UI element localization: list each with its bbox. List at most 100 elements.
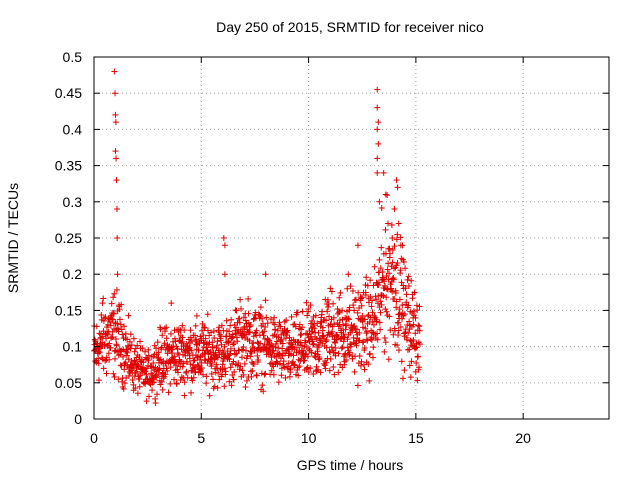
- data-point: [162, 371, 169, 378]
- data-point: [354, 242, 361, 249]
- data-point: [402, 285, 409, 292]
- data-point: [315, 329, 322, 336]
- y-tick-label: 0.25: [55, 230, 82, 246]
- data-point: [261, 371, 268, 378]
- data-point: [336, 317, 343, 324]
- data-point: [257, 340, 264, 347]
- data-point: [394, 184, 401, 191]
- data-point: [226, 378, 233, 385]
- data-point: [128, 341, 135, 348]
- data-point: [351, 322, 358, 329]
- data-point: [331, 321, 338, 328]
- data-point: [342, 350, 349, 357]
- data-point: [290, 352, 297, 359]
- data-point: [199, 327, 206, 334]
- data-point: [157, 381, 164, 388]
- data-point: [389, 259, 396, 266]
- data-point: [378, 292, 385, 299]
- data-point: [367, 293, 374, 300]
- data-point: [208, 371, 215, 378]
- data-point: [401, 311, 408, 318]
- data-point: [107, 322, 114, 329]
- data-point: [305, 368, 312, 375]
- y-tick-label: 0.45: [55, 85, 82, 101]
- data-point: [315, 344, 322, 351]
- data-point: [234, 338, 241, 345]
- data-point: [328, 344, 335, 351]
- data-point: [272, 326, 279, 333]
- data-point: [358, 302, 365, 309]
- data-point: [404, 276, 411, 283]
- data-point: [237, 296, 244, 303]
- y-tick-label: 0.1: [63, 339, 83, 355]
- data-point: [307, 365, 314, 372]
- data-point: [249, 367, 256, 374]
- data-point: [281, 364, 288, 371]
- data-point: [344, 285, 351, 292]
- data-point: [353, 342, 360, 349]
- data-point: [247, 328, 254, 335]
- data-point: [335, 369, 342, 376]
- data-point: [259, 315, 266, 322]
- data-point: [291, 361, 298, 368]
- data-point: [340, 331, 347, 338]
- data-point: [264, 320, 271, 327]
- data-point: [282, 335, 289, 342]
- data-point: [396, 306, 403, 313]
- data-point: [229, 331, 236, 338]
- data-point: [395, 347, 402, 354]
- data-point: [327, 285, 334, 292]
- data-point: [386, 270, 393, 277]
- data-point: [240, 371, 247, 378]
- data-point: [295, 372, 302, 379]
- data-point: [332, 339, 339, 346]
- data-point: [233, 307, 240, 314]
- data-point: [110, 310, 117, 317]
- data-point: [385, 356, 392, 363]
- data-point: [236, 366, 243, 373]
- data-point: [127, 331, 134, 338]
- data-point: [368, 337, 375, 344]
- data-point: [127, 345, 134, 352]
- data-point: [324, 355, 331, 362]
- data-point: [282, 374, 289, 381]
- data-point: [261, 328, 268, 335]
- data-point: [361, 316, 368, 323]
- data-point: [359, 312, 366, 319]
- data-point: [397, 234, 404, 241]
- data-point: [391, 206, 398, 213]
- data-point: [221, 242, 228, 249]
- data-point: [111, 373, 118, 380]
- data-point: [277, 360, 284, 367]
- data-point: [221, 365, 228, 372]
- data-point: [416, 327, 423, 334]
- data-point: [393, 304, 400, 311]
- data-point: [120, 385, 127, 392]
- data-point: [230, 376, 237, 383]
- data-point: [294, 309, 301, 316]
- data-point: [392, 289, 399, 296]
- data-point: [270, 371, 277, 378]
- data-point: [113, 155, 120, 162]
- data-point: [328, 330, 335, 337]
- data-point: [112, 148, 119, 155]
- data-point: [198, 365, 205, 372]
- data-point: [131, 348, 138, 355]
- data-point: [114, 271, 121, 278]
- data-point: [386, 313, 393, 320]
- data-point: [327, 356, 334, 363]
- data-point: [200, 371, 207, 378]
- data-point: [304, 353, 311, 360]
- data-point: [240, 343, 247, 350]
- data-point: [317, 369, 324, 376]
- data-point: [210, 327, 217, 334]
- data-point: [113, 286, 120, 293]
- data-point: [337, 336, 344, 343]
- data-point: [375, 292, 382, 299]
- data-point: [381, 348, 388, 355]
- data-point: [149, 387, 156, 394]
- data-point: [366, 377, 373, 384]
- data-point: [363, 330, 370, 337]
- data-point: [411, 289, 418, 296]
